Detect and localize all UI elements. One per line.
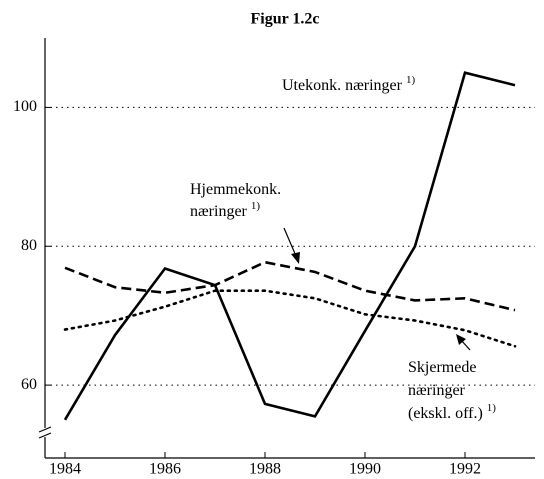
annotation: (ekskl. off.) 1) xyxy=(408,402,496,422)
x-tick-label: 1986 xyxy=(149,461,181,478)
annotation: Utekonk. næringer 1) xyxy=(282,74,415,94)
annotation-sup: 1) xyxy=(251,200,261,212)
x-tick-label: 1992 xyxy=(449,461,481,478)
annotation-text: (ekskl. off.) xyxy=(408,405,483,422)
y-tick-label: 80 xyxy=(21,237,37,254)
annotation-arrows xyxy=(283,227,471,351)
annotation-sup: 1) xyxy=(487,402,497,414)
line-series xyxy=(64,260,516,312)
axis-break xyxy=(38,426,52,439)
x-tick-label: 1984 xyxy=(49,461,81,478)
annotation-text: Utekonk. næringer xyxy=(282,77,403,94)
annotation-sup: 1) xyxy=(406,74,416,86)
y-tick-label: 60 xyxy=(21,376,37,393)
line-series xyxy=(63,289,517,348)
y-tick-label: 100 xyxy=(13,98,37,115)
annotation-text: næringer xyxy=(408,382,466,399)
chart-title: Figur 1.2c xyxy=(250,11,319,28)
annotation: næringer 1) xyxy=(190,200,260,220)
annotation: næringer xyxy=(408,382,466,399)
x-tick-label: 1988 xyxy=(249,461,281,478)
line-series xyxy=(63,71,516,421)
annotation-text: Skjermede xyxy=(408,359,476,376)
annotation-text: næringer xyxy=(190,203,248,220)
x-tick-label: 1990 xyxy=(349,461,381,478)
annotation-text: Hjemmekonk. xyxy=(190,181,281,198)
annotation: Hjemmekonk. xyxy=(190,181,281,198)
annotation: Skjermede xyxy=(408,359,476,376)
